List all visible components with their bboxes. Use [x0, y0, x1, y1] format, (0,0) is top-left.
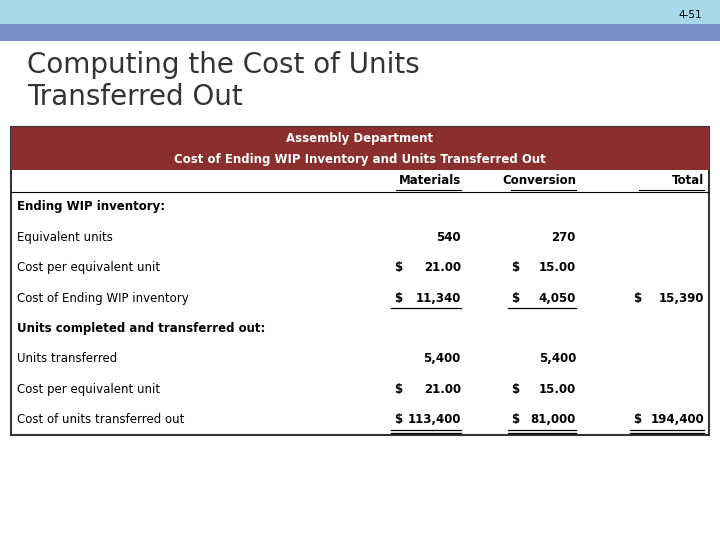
Text: Transferred Out: Transferred Out — [27, 83, 243, 111]
Text: $: $ — [511, 383, 519, 396]
Text: $: $ — [395, 292, 402, 305]
Text: $: $ — [634, 292, 642, 305]
Text: 4,050: 4,050 — [539, 292, 576, 305]
Text: Equivalent units: Equivalent units — [17, 231, 112, 244]
Text: $: $ — [511, 261, 519, 274]
Text: 11,340: 11,340 — [415, 292, 461, 305]
Text: Ending WIP inventory:: Ending WIP inventory: — [17, 200, 165, 213]
Text: 270: 270 — [552, 231, 576, 244]
Text: $: $ — [395, 383, 402, 396]
Text: 5,400: 5,400 — [423, 352, 461, 365]
Text: Cost of units transferred out: Cost of units transferred out — [17, 413, 184, 426]
Text: 81,000: 81,000 — [531, 413, 576, 426]
Text: 4-51: 4-51 — [678, 10, 702, 20]
Text: Computing the Cost of Units: Computing the Cost of Units — [27, 51, 420, 79]
Text: 21.00: 21.00 — [423, 261, 461, 274]
Text: Conversion: Conversion — [502, 174, 576, 187]
Text: Units transferred: Units transferred — [17, 352, 117, 365]
Text: Cost of Ending WIP inventory: Cost of Ending WIP inventory — [17, 292, 189, 305]
Text: Units completed and transferred out:: Units completed and transferred out: — [17, 322, 265, 335]
Text: $: $ — [634, 413, 642, 426]
Text: 15.00: 15.00 — [539, 383, 576, 396]
Text: 194,400: 194,400 — [650, 413, 704, 426]
Text: 15,390: 15,390 — [659, 292, 704, 305]
Text: Cost of Ending WIP Inventory and Units Transferred Out: Cost of Ending WIP Inventory and Units T… — [174, 153, 546, 166]
Text: Cost per equivalent unit: Cost per equivalent unit — [17, 261, 160, 274]
Text: 5,400: 5,400 — [539, 352, 576, 365]
Text: Materials: Materials — [399, 174, 461, 187]
Text: 15.00: 15.00 — [539, 261, 576, 274]
Text: 21.00: 21.00 — [423, 383, 461, 396]
Text: 540: 540 — [436, 231, 461, 244]
Text: Total: Total — [672, 174, 704, 187]
Text: $: $ — [395, 413, 402, 426]
Text: 113,400: 113,400 — [408, 413, 461, 426]
Text: $: $ — [395, 261, 402, 274]
Text: Assembly Department: Assembly Department — [287, 132, 433, 145]
Text: $: $ — [511, 292, 519, 305]
Text: Cost per equivalent unit: Cost per equivalent unit — [17, 383, 160, 396]
Text: $: $ — [511, 413, 519, 426]
